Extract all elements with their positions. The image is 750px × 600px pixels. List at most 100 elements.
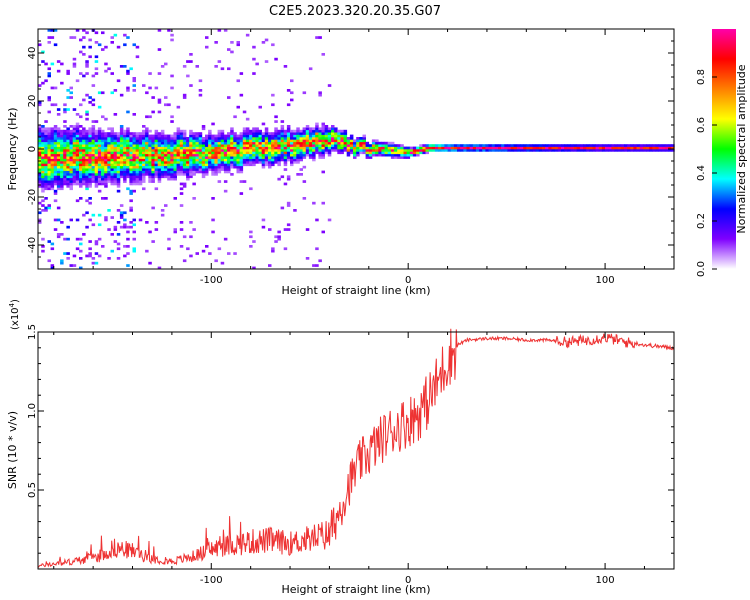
spectrogram-cell: [305, 151, 310, 155]
spectrogram-cell: [44, 185, 48, 188]
spectrogram-cell: [126, 168, 130, 171]
spectrogram-cell: [129, 182, 133, 186]
spectrogram-cell: [280, 132, 285, 135]
spectrogram-cell: [236, 151, 240, 155]
spectrogram-cell: [280, 151, 285, 155]
spectrogram-cell: [85, 175, 89, 179]
spectrogram-cell: [252, 146, 256, 150]
spectrogram-cell: [119, 146, 124, 150]
spectrogram-cell: [104, 134, 108, 138]
spectrogram-cell: [186, 74, 190, 78]
spectrogram-cell: [346, 139, 351, 143]
spectrogram-cell: [50, 163, 55, 167]
spectrogram-cell: [223, 134, 228, 138]
spectrogram-cell: [195, 141, 199, 145]
spectrogram-cell: [79, 163, 83, 167]
spectrogram-cell: [151, 161, 155, 164]
spectrogram-cell: [422, 144, 426, 147]
spectrogram-cell: [327, 144, 332, 147]
spectrogram-cell: [170, 137, 174, 140]
spectrogram-cell: [123, 144, 127, 147]
spectrogram-cell: [123, 211, 127, 215]
spectrogram-cell: [119, 204, 124, 207]
spectrogram-cell: [293, 158, 297, 162]
spectrogram-cell: [230, 165, 234, 169]
spectrogram-cell: [230, 173, 234, 176]
spectrogram-cell: [406, 151, 411, 155]
spectrogram-cell: [41, 177, 45, 181]
spectrogram-cell: [217, 153, 222, 157]
spectrogram-cell: [482, 144, 486, 147]
spectrogram-cell: [154, 137, 159, 140]
spectrogram-cell: [116, 153, 121, 157]
spectrogram-cell: [129, 161, 133, 164]
spectrogram-cell: [142, 161, 146, 164]
spectrogram-cell: [252, 149, 256, 152]
spectrogram-cell: [135, 55, 140, 59]
spectrogram-cell: [305, 257, 310, 260]
spectrogram-cell: [63, 237, 67, 241]
spectrogram-cell: [283, 228, 288, 231]
spectrogram-cell: [110, 158, 114, 162]
spectrogram-cell: [271, 144, 275, 147]
spectrogram-cell: [182, 144, 187, 147]
spectrogram-cell: [170, 134, 174, 138]
spectrogram-cell: [173, 132, 177, 135]
spectrogram-cell: [56, 132, 61, 135]
spectrogram-cell: [214, 165, 218, 169]
spectrogram-cell: [126, 146, 130, 150]
spectrogram-cell: [138, 141, 143, 145]
spectrogram-cell: [38, 168, 42, 171]
spectrogram-cell: [223, 165, 228, 169]
spectrogram-cell: [198, 163, 203, 167]
spectrogram-cell: [88, 146, 92, 150]
spectrogram-cell: [116, 173, 121, 176]
spectrogram-cell: [214, 259, 218, 263]
spectrogram-cell: [362, 144, 366, 147]
spectrogram-cell: [56, 69, 61, 73]
spectrogram-cell: [453, 149, 458, 152]
spectrogram-cell: [82, 151, 86, 155]
spectrogram-cell: [661, 149, 666, 152]
spectrogram-cell: [164, 204, 168, 207]
spectrogram-cell: [198, 149, 203, 152]
spectrogram-cell: [116, 45, 121, 49]
spectrogram-cell: [230, 137, 234, 140]
spectrogram-cell: [447, 146, 452, 150]
spectrogram-cell: [47, 139, 51, 143]
spectrogram-cell: [97, 156, 102, 159]
spectrogram-cell: [516, 146, 521, 150]
spectrogram-cell: [101, 139, 105, 143]
spectrogram-cell: [72, 137, 77, 140]
spectrogram-cell: [41, 144, 45, 147]
spectrogram-cell: [101, 132, 105, 135]
spectrogram-cell: [239, 72, 244, 75]
spectrogram-cell: [170, 86, 174, 90]
spectrogram-cell: [198, 89, 203, 92]
spectrogram-cell: [101, 149, 105, 152]
spectrogram-cell: [529, 149, 533, 152]
spectrogram-cell: [129, 199, 133, 203]
spectrogram-cell: [504, 144, 508, 147]
spectrogram-cell: [66, 144, 70, 147]
spectrogram-cell: [123, 65, 127, 68]
spectrogram-cell: [252, 240, 256, 243]
spectrogram-cell: [277, 163, 281, 167]
spectrogram-cell: [63, 163, 67, 167]
spectrogram-cell: [406, 156, 411, 159]
spectrogram-cell: [198, 165, 203, 169]
spectrogram-cell: [116, 233, 121, 236]
spectrogram-cell: [138, 137, 143, 140]
spectrogram-cell: [72, 180, 77, 183]
spectrogram-cell: [223, 144, 228, 147]
spectrogram-cell: [308, 146, 313, 150]
spectrogram-cell: [293, 141, 297, 145]
spectrogram-cell: [274, 146, 278, 150]
spectrogram-cell: [201, 139, 206, 143]
spectrogram-cell: [164, 62, 168, 66]
spectrogram-cell: [38, 134, 42, 138]
spectrogram-cell: [242, 110, 247, 114]
spectrogram-cell: [94, 158, 99, 162]
spectrogram-cell: [116, 175, 121, 179]
spectrogram-y-tick-label: 0: [27, 146, 38, 152]
